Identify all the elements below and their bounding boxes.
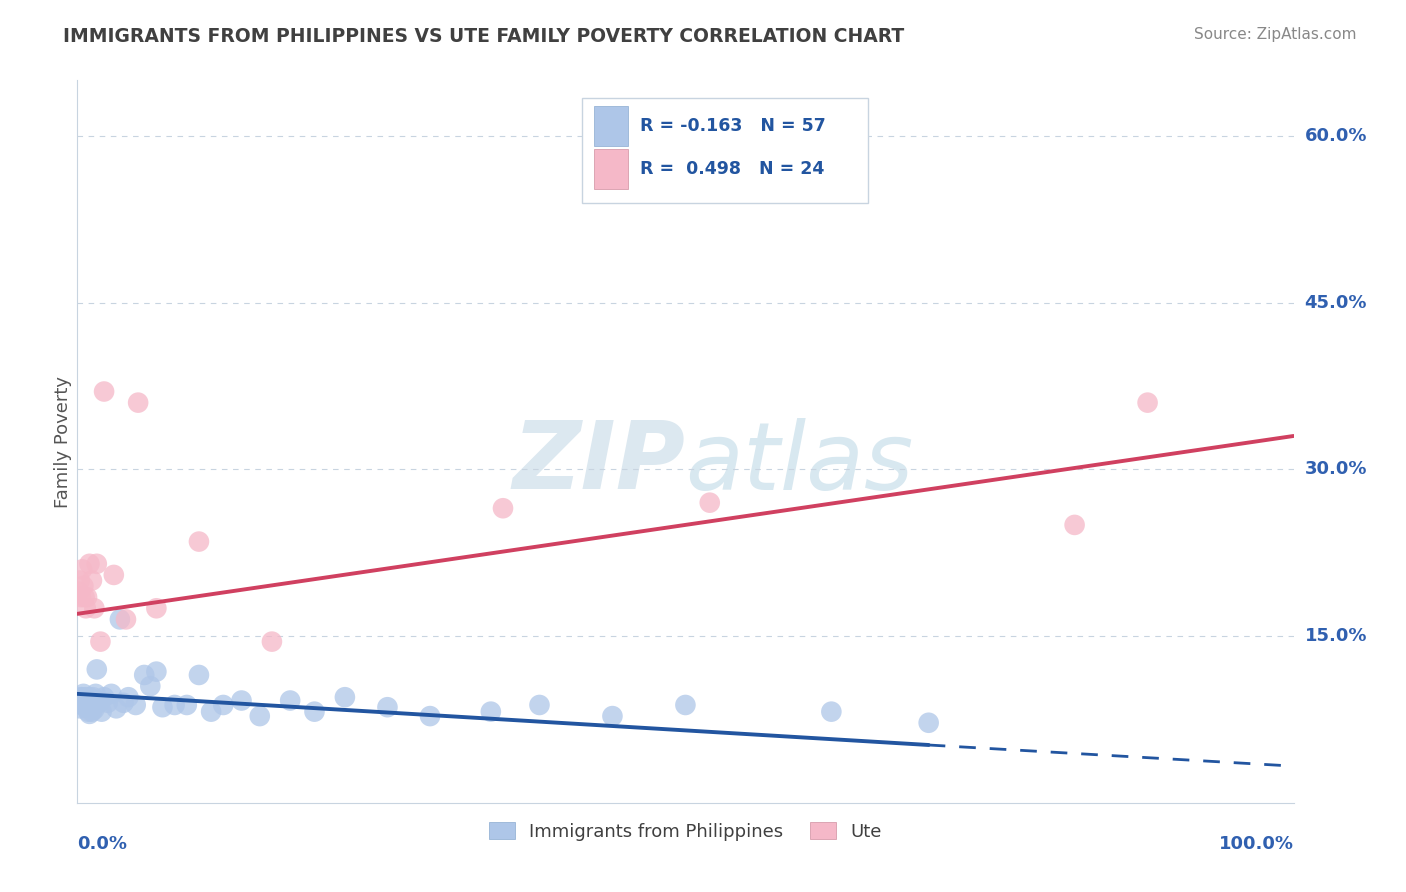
Point bbox=[70, 562, 93, 576]
Point bbox=[80, 574, 103, 588]
Point bbox=[529, 698, 551, 712]
FancyBboxPatch shape bbox=[582, 98, 868, 203]
Point bbox=[79, 690, 101, 705]
Point bbox=[79, 557, 101, 571]
Point bbox=[127, 395, 149, 409]
Point bbox=[479, 705, 502, 719]
Text: Source: ZipAtlas.com: Source: ZipAtlas.com bbox=[1194, 27, 1357, 42]
Point bbox=[108, 612, 131, 626]
Point bbox=[212, 698, 235, 712]
Point bbox=[139, 679, 162, 693]
Point bbox=[70, 698, 93, 712]
Text: ZIP: ZIP bbox=[513, 417, 686, 509]
Point bbox=[70, 693, 93, 707]
Point bbox=[176, 698, 198, 712]
Point bbox=[1063, 517, 1085, 532]
Text: 30.0%: 30.0% bbox=[1305, 460, 1367, 478]
Text: R =  0.498   N = 24: R = 0.498 N = 24 bbox=[640, 161, 825, 178]
Point bbox=[67, 584, 90, 599]
Point bbox=[80, 705, 103, 719]
Point bbox=[75, 601, 97, 615]
Text: 45.0%: 45.0% bbox=[1305, 293, 1367, 311]
Point bbox=[699, 496, 721, 510]
Text: 100.0%: 100.0% bbox=[1219, 835, 1294, 854]
Point bbox=[72, 696, 94, 710]
Point bbox=[103, 568, 125, 582]
Point bbox=[249, 709, 271, 723]
Point bbox=[76, 698, 98, 712]
Point bbox=[83, 702, 105, 716]
Point bbox=[73, 693, 96, 707]
Point bbox=[134, 668, 156, 682]
Point bbox=[115, 612, 138, 626]
Text: 15.0%: 15.0% bbox=[1305, 627, 1367, 645]
Point bbox=[188, 668, 211, 682]
Point bbox=[105, 701, 128, 715]
Point bbox=[75, 690, 97, 705]
Text: IMMIGRANTS FROM PHILIPPINES VS UTE FAMILY POVERTY CORRELATION CHART: IMMIGRANTS FROM PHILIPPINES VS UTE FAMIL… bbox=[63, 27, 904, 45]
Point bbox=[163, 698, 186, 712]
Point bbox=[82, 690, 104, 705]
Point bbox=[918, 715, 941, 730]
Point bbox=[231, 693, 253, 707]
Point bbox=[86, 662, 108, 676]
Y-axis label: Family Poverty: Family Poverty bbox=[55, 376, 73, 508]
Point bbox=[377, 700, 399, 714]
Point bbox=[73, 698, 96, 712]
Point bbox=[492, 501, 515, 516]
Point bbox=[76, 590, 98, 604]
Point bbox=[100, 687, 122, 701]
Point bbox=[333, 690, 356, 705]
Point bbox=[70, 690, 93, 705]
Point bbox=[1136, 395, 1159, 409]
Point bbox=[602, 709, 624, 723]
Point bbox=[77, 696, 100, 710]
Point bbox=[70, 690, 93, 705]
Point bbox=[93, 384, 115, 399]
Point bbox=[80, 693, 103, 707]
Point bbox=[820, 705, 842, 719]
Bar bbox=[595, 106, 628, 145]
Point bbox=[90, 705, 112, 719]
Text: 0.0%: 0.0% bbox=[77, 835, 128, 854]
Point bbox=[69, 701, 91, 715]
Point bbox=[69, 574, 91, 588]
Point bbox=[84, 687, 107, 701]
Point bbox=[79, 706, 101, 721]
Point bbox=[72, 687, 94, 701]
Point bbox=[112, 696, 135, 710]
Point bbox=[72, 579, 94, 593]
Point bbox=[67, 696, 90, 710]
Bar bbox=[595, 149, 628, 189]
Point bbox=[83, 601, 105, 615]
Point bbox=[80, 696, 103, 710]
Point bbox=[117, 690, 139, 705]
Point bbox=[93, 690, 115, 705]
Point bbox=[145, 601, 167, 615]
Point bbox=[188, 534, 211, 549]
Point bbox=[304, 705, 326, 719]
Point bbox=[278, 693, 301, 707]
Point bbox=[76, 691, 98, 706]
Text: atlas: atlas bbox=[686, 417, 914, 508]
Point bbox=[97, 696, 120, 710]
Point bbox=[125, 698, 148, 712]
Point bbox=[200, 705, 222, 719]
Point bbox=[86, 557, 108, 571]
Point bbox=[152, 700, 174, 714]
Point bbox=[89, 696, 111, 710]
Legend: Immigrants from Philippines, Ute: Immigrants from Philippines, Ute bbox=[482, 815, 889, 848]
Point bbox=[260, 634, 283, 648]
Point bbox=[145, 665, 167, 679]
Point bbox=[89, 634, 111, 648]
Point bbox=[419, 709, 441, 723]
Point bbox=[675, 698, 697, 712]
Point bbox=[77, 705, 100, 719]
Text: 60.0%: 60.0% bbox=[1305, 127, 1367, 145]
Point bbox=[73, 590, 96, 604]
Point bbox=[75, 700, 97, 714]
Point bbox=[70, 590, 93, 604]
Text: R = -0.163   N = 57: R = -0.163 N = 57 bbox=[640, 117, 827, 135]
